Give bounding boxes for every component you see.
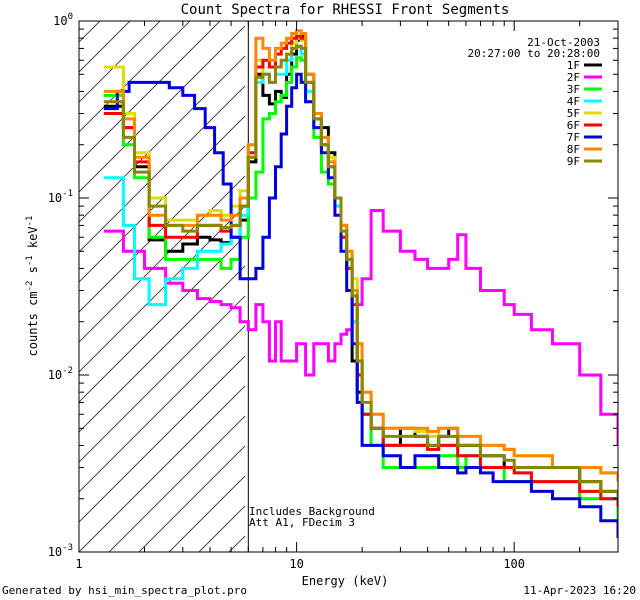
- legend-label-5F: 5F: [567, 107, 580, 120]
- legend-label-2F: 2F: [567, 71, 580, 84]
- hatch-line: [108, 415, 245, 552]
- legend-label-4F: 4F: [567, 95, 580, 108]
- series-line-2F: [103, 209, 618, 446]
- footer-generated-by: Generated by hsi_min_spectra_plot.pro: [2, 584, 247, 597]
- annotation-background: Includes Background: [249, 505, 375, 518]
- legend-label-8F: 8F: [567, 143, 580, 156]
- legend-label-1F: 1F: [567, 59, 580, 72]
- legend-label-3F: 3F: [567, 83, 580, 96]
- x-tick-label: 100: [503, 557, 525, 571]
- y-tick-label: 10-1: [48, 189, 73, 205]
- observation-time-range: 20:27:00 to 20:28:00: [468, 47, 600, 60]
- x-tick-label: 1: [75, 557, 82, 571]
- hatch-line: [79, 21, 131, 73]
- series-group: [103, 29, 618, 538]
- hatch-line: [349, 0, 640, 552]
- y-tick-label: 10-3: [48, 543, 73, 559]
- x-tick-label: 10: [289, 557, 303, 571]
- hatch-line: [79, 85, 245, 253]
- y-tick-label: 10-2: [48, 366, 73, 382]
- legend-label-6F: 6F: [567, 119, 580, 132]
- legend-label-9F: 9F: [567, 155, 580, 168]
- hatch-line: [79, 21, 191, 133]
- series-line-9F: [103, 44, 618, 499]
- hatch-line: [79, 145, 245, 313]
- hatch-line: [79, 175, 245, 343]
- hatch-line: [79, 325, 245, 493]
- hatch-line: [0, 0, 139, 552]
- y-axis: 100 10-1 10-2 10-3: [48, 12, 618, 559]
- x-axis: 1 10 100: [75, 21, 619, 571]
- hatch-line: [259, 0, 640, 552]
- hatch-line: [79, 115, 245, 283]
- hatch-line: [79, 265, 245, 433]
- plot-frame: [78, 20, 619, 553]
- hatch-line: [79, 205, 245, 373]
- hatch-line: [0, 0, 109, 552]
- footer-timestamp: 11-Apr-2023 16:20: [523, 584, 636, 597]
- hatch-line: [79, 295, 245, 463]
- hatch-line: [79, 25, 245, 193]
- legend-label-7F: 7F: [567, 131, 580, 144]
- y-axis-label: counts cm-2 s-1 keV-1: [25, 216, 40, 357]
- hatch-line: [79, 355, 245, 523]
- chart-title: Count Spectra for RHESSI Front Segments: [181, 2, 510, 18]
- hatch-line: [79, 21, 161, 103]
- observation-date: 21-Oct-2003: [527, 36, 600, 49]
- annotation-attenuator: Att A1, FDecim 3: [249, 516, 355, 529]
- hatch-line: [79, 385, 245, 552]
- excluded-energy-hatch: [0, 0, 640, 552]
- x-axis-label: Energy (keV): [302, 574, 389, 588]
- hatch-line: [79, 21, 221, 163]
- hatch-line: [79, 235, 245, 403]
- hatch-line: [138, 445, 245, 552]
- y-tick-label: 100: [53, 12, 73, 28]
